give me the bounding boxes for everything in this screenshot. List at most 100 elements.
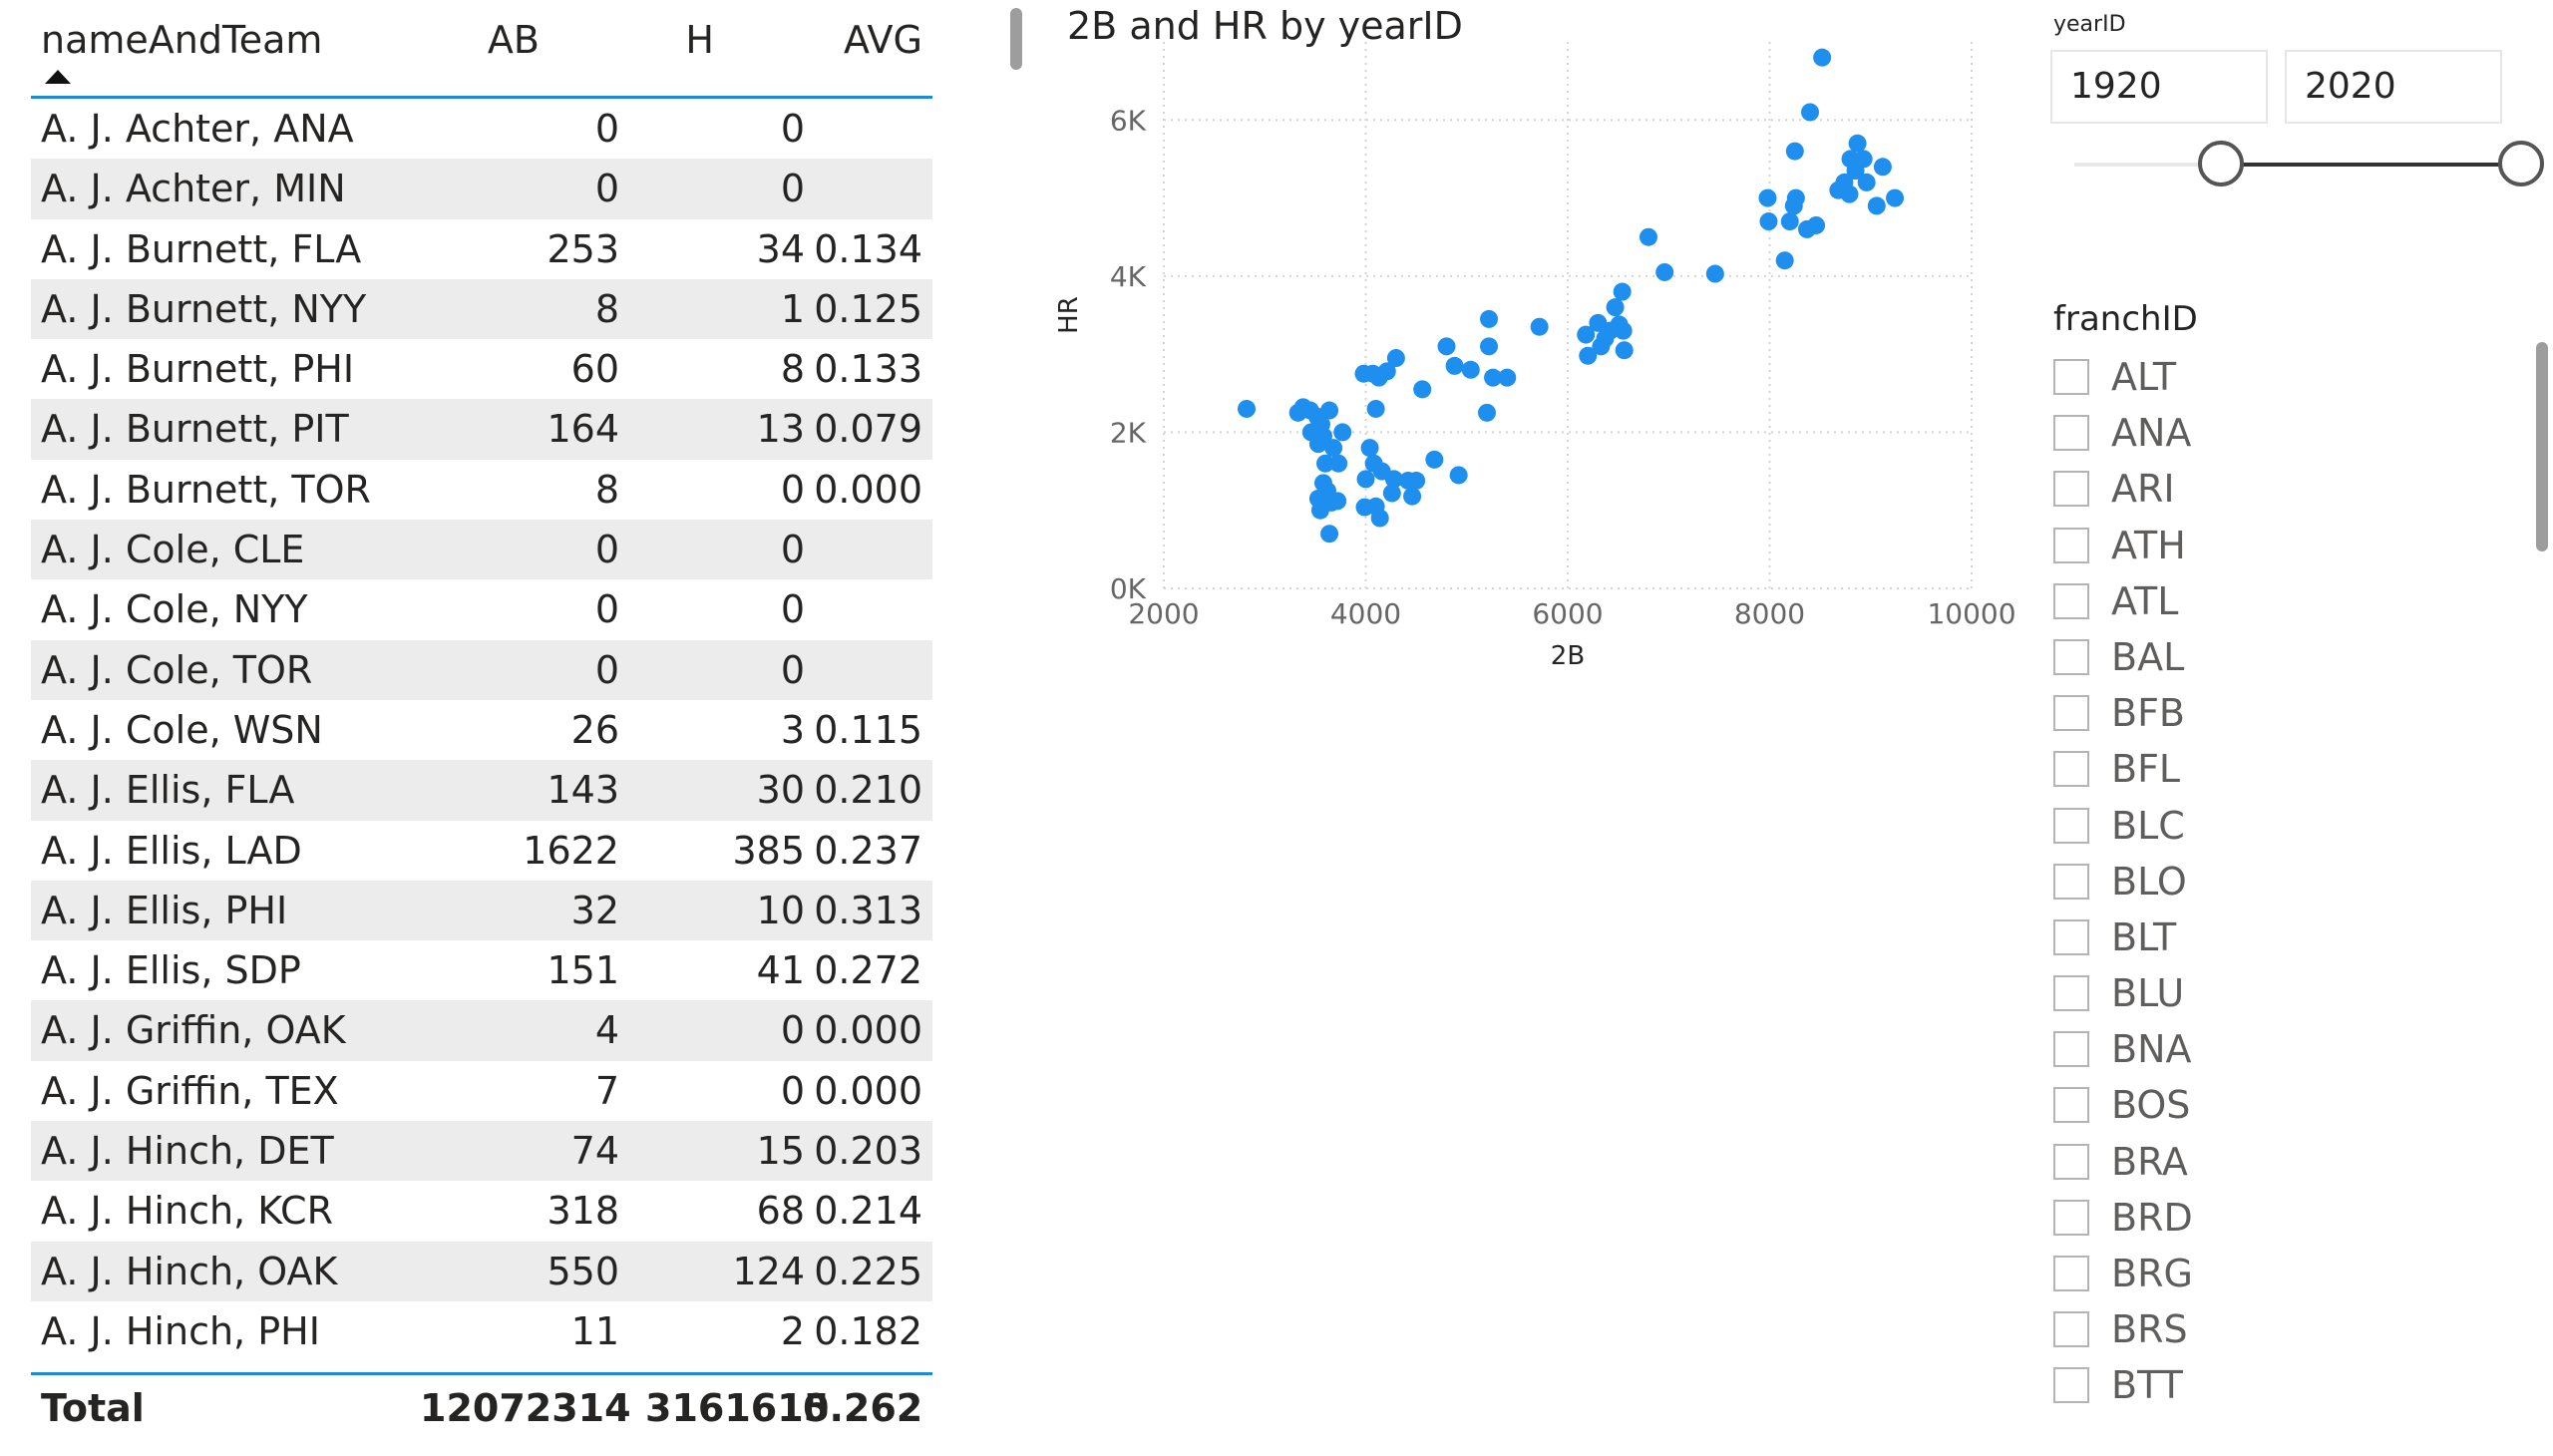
data-point[interactable] (1238, 399, 1257, 418)
data-point[interactable] (1775, 251, 1794, 270)
data-point[interactable] (1328, 492, 1347, 511)
table-row[interactable]: A. J. Burnett, FLA 253 34 0.134 (31, 218, 932, 279)
table-row[interactable]: A. J. Ellis, SDP 151 41 0.272 (31, 940, 932, 1001)
checkbox[interactable] (2053, 1199, 2089, 1236)
checkbox[interactable] (2053, 1087, 2089, 1124)
franchise-item[interactable]: BLC (2053, 800, 2452, 856)
checkbox[interactable] (2053, 695, 2089, 732)
table-row[interactable]: A. J. Hinch, PHI 11 2 0.182 (31, 1300, 932, 1362)
data-point[interactable] (1854, 150, 1873, 169)
data-point[interactable] (1356, 470, 1375, 489)
data-point[interactable] (1329, 454, 1348, 473)
checkbox[interactable] (2053, 1031, 2089, 1068)
checkbox[interactable] (2053, 751, 2089, 788)
franchise-item[interactable]: BRS (2053, 1303, 2452, 1359)
year-slider-start-handle[interactable] (2198, 141, 2245, 186)
table-row[interactable]: A. J. Cole, TOR 0 0 (31, 639, 932, 700)
data-point[interactable] (1615, 341, 1634, 360)
data-point[interactable] (1857, 173, 1876, 191)
column-header-avg[interactable]: AVG (843, 18, 922, 62)
data-point[interactable] (1705, 264, 1724, 283)
column-header-ab[interactable]: AB (487, 18, 540, 62)
data-point[interactable] (1480, 309, 1499, 328)
table-row[interactable]: A. J. Cole, WSN 26 3 0.115 (31, 699, 932, 761)
data-point[interactable] (1867, 196, 1886, 215)
data-point[interactable] (1579, 346, 1598, 365)
table-row[interactable]: A. J. Burnett, NYY 8 1 0.125 (31, 278, 932, 340)
table-row[interactable]: A. J. Hinch, DET 74 15 0.203 (31, 1121, 932, 1182)
franchise-slicer-scrollbar[interactable] (2536, 342, 2548, 551)
franchise-item[interactable]: BRD (2053, 1192, 2452, 1248)
data-point[interactable] (1840, 184, 1859, 203)
data-point[interactable] (1498, 368, 1517, 387)
table-row[interactable]: A. J. Cole, CLE 0 0 (31, 520, 932, 580)
data-point[interactable] (1360, 439, 1379, 458)
data-point[interactable] (1786, 188, 1805, 207)
franchise-item[interactable]: BNA (2053, 1023, 2452, 1079)
data-point[interactable] (1606, 298, 1625, 317)
data-point[interactable] (1577, 325, 1596, 344)
data-point[interactable] (1873, 158, 1892, 177)
checkbox[interactable] (2053, 807, 2089, 844)
data-point[interactable] (1613, 282, 1632, 301)
data-point[interactable] (1384, 470, 1403, 489)
data-point[interactable] (1461, 360, 1480, 379)
year-slider-end-handle[interactable] (2498, 141, 2544, 186)
data-point[interactable] (1370, 509, 1389, 528)
data-point[interactable] (1324, 439, 1343, 458)
data-point[interactable] (1886, 188, 1905, 207)
table-row[interactable]: A. J. Ellis, FLA 143 30 0.210 (31, 760, 932, 821)
table-row[interactable]: A. J. Griffin, TEX 7 0 0.000 (31, 1060, 932, 1122)
data-point[interactable] (1848, 134, 1867, 153)
data-point[interactable] (1614, 321, 1633, 340)
checkbox[interactable] (2053, 638, 2089, 675)
franchise-item[interactable]: ATL (2053, 575, 2452, 631)
data-point[interactable] (1413, 380, 1432, 399)
data-point[interactable] (1484, 368, 1503, 387)
data-point[interactable] (1801, 103, 1819, 122)
franchise-item[interactable]: BRG (2053, 1248, 2452, 1303)
data-point[interactable] (1480, 337, 1499, 356)
data-point[interactable] (1785, 142, 1804, 161)
franchise-item[interactable]: BFB (2053, 687, 2452, 743)
franchise-item[interactable]: BLT (2053, 911, 2452, 967)
franchise-item[interactable]: ATH (2053, 520, 2452, 575)
table-row[interactable]: A. J. Cole, NYY 0 0 (31, 579, 932, 640)
franchise-item[interactable]: BTT (2053, 1359, 2452, 1415)
column-header-h[interactable]: H (685, 18, 714, 62)
franchise-item[interactable]: BLO (2053, 856, 2452, 911)
franchise-item[interactable]: ARI (2053, 463, 2452, 519)
data-point[interactable] (1316, 454, 1334, 473)
data-point[interactable] (1407, 471, 1426, 490)
column-header-name[interactable]: nameAndTeam (41, 18, 323, 62)
data-point[interactable] (1333, 423, 1352, 442)
data-point[interactable] (1366, 399, 1385, 418)
data-point[interactable] (1425, 450, 1444, 469)
checkbox[interactable] (2053, 415, 2089, 452)
checkbox[interactable] (2053, 1311, 2089, 1348)
checkbox[interactable] (2053, 527, 2089, 563)
data-point[interactable] (1386, 349, 1405, 368)
table-row[interactable]: A. J. Burnett, PIT 164 13 0.079 (31, 399, 932, 460)
checkbox[interactable] (2053, 975, 2089, 1012)
franchise-item[interactable]: ANA (2053, 407, 2452, 463)
data-point[interactable] (1377, 362, 1396, 381)
table-row[interactable]: A. J. Burnett, TOR 8 0 0.000 (31, 459, 932, 521)
table-row[interactable]: A. J. Griffin, OAK 4 0 0.000 (31, 1000, 932, 1061)
data-point[interactable] (1320, 525, 1339, 544)
data-point[interactable] (1813, 48, 1832, 67)
checkbox[interactable] (2053, 582, 2089, 619)
checkbox[interactable] (2053, 1367, 2089, 1404)
checkbox[interactable] (2053, 1143, 2089, 1180)
checkbox[interactable] (2053, 1256, 2089, 1291)
data-point[interactable] (1640, 227, 1657, 246)
data-point[interactable] (1437, 337, 1456, 356)
franchise-item[interactable]: ALT (2053, 351, 2452, 407)
data-point[interactable] (1807, 215, 1826, 234)
data-point[interactable] (1530, 317, 1549, 336)
franchise-item[interactable]: BRA (2053, 1136, 2452, 1192)
data-point[interactable] (1449, 466, 1468, 485)
table-row[interactable]: A. J. Ellis, PHI 32 10 0.313 (31, 880, 932, 941)
data-point[interactable] (1403, 487, 1422, 506)
data-point[interactable] (1382, 484, 1401, 503)
